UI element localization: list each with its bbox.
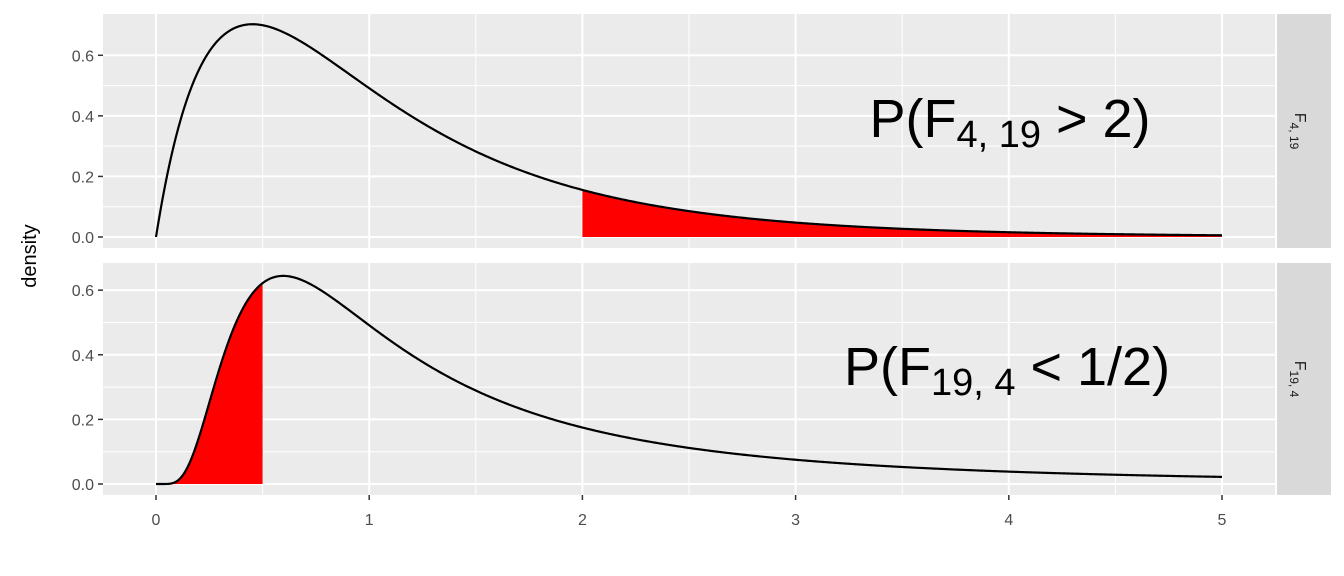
y-axis-title: density xyxy=(19,224,41,287)
x-tick-label: 3 xyxy=(791,512,800,529)
shaded-area xyxy=(156,283,263,484)
x-tick-label: 1 xyxy=(365,512,374,529)
x-tick-label: 2 xyxy=(578,512,587,529)
y-tick-label: 0.2 xyxy=(72,169,94,186)
probability-annotation: P(F4, 19 > 2) xyxy=(869,89,1150,156)
y-tick-label: 0.6 xyxy=(72,48,94,65)
y-tick-label: 0.0 xyxy=(72,230,94,247)
panel-1: 0.0 0.2 0.4 0.6 F4, 19 P(F4, 19 > 2) xyxy=(72,14,1331,248)
density-curve xyxy=(156,274,1223,486)
x-tick-label: 0 xyxy=(152,512,161,529)
x-tick-label: 5 xyxy=(1218,512,1227,529)
panel-2: 0.0 0.2 0.4 0.6 F19, 4 P(F19, 4 < 1/2) xyxy=(72,263,1331,495)
strip-background xyxy=(1277,263,1331,495)
strip-label: F4, 19 xyxy=(1287,113,1308,150)
panels: 0.0 0.2 0.4 0.6 F4, 19 P(F4, 19 > 2) 0.0 0.2 0.4… xyxy=(72,14,1331,495)
y-tick-label: 0.0 xyxy=(72,477,94,494)
probability-annotation: P(F19, 4 < 1/2) xyxy=(844,337,1170,404)
y-tick-label: 0.6 xyxy=(72,283,94,300)
shaded-area xyxy=(582,189,1222,237)
x-axis: 0 1 2 3 4 5 xyxy=(152,495,1227,529)
y-tick-label: 0.2 xyxy=(72,412,94,429)
y-tick-label: 0.4 xyxy=(72,348,94,365)
y-tick-label: 0.4 xyxy=(72,109,94,126)
x-tick-label: 4 xyxy=(1004,512,1013,529)
strip-background xyxy=(1277,14,1331,248)
density-curve xyxy=(154,23,1223,238)
strip-label: F19, 4 xyxy=(1287,361,1308,398)
